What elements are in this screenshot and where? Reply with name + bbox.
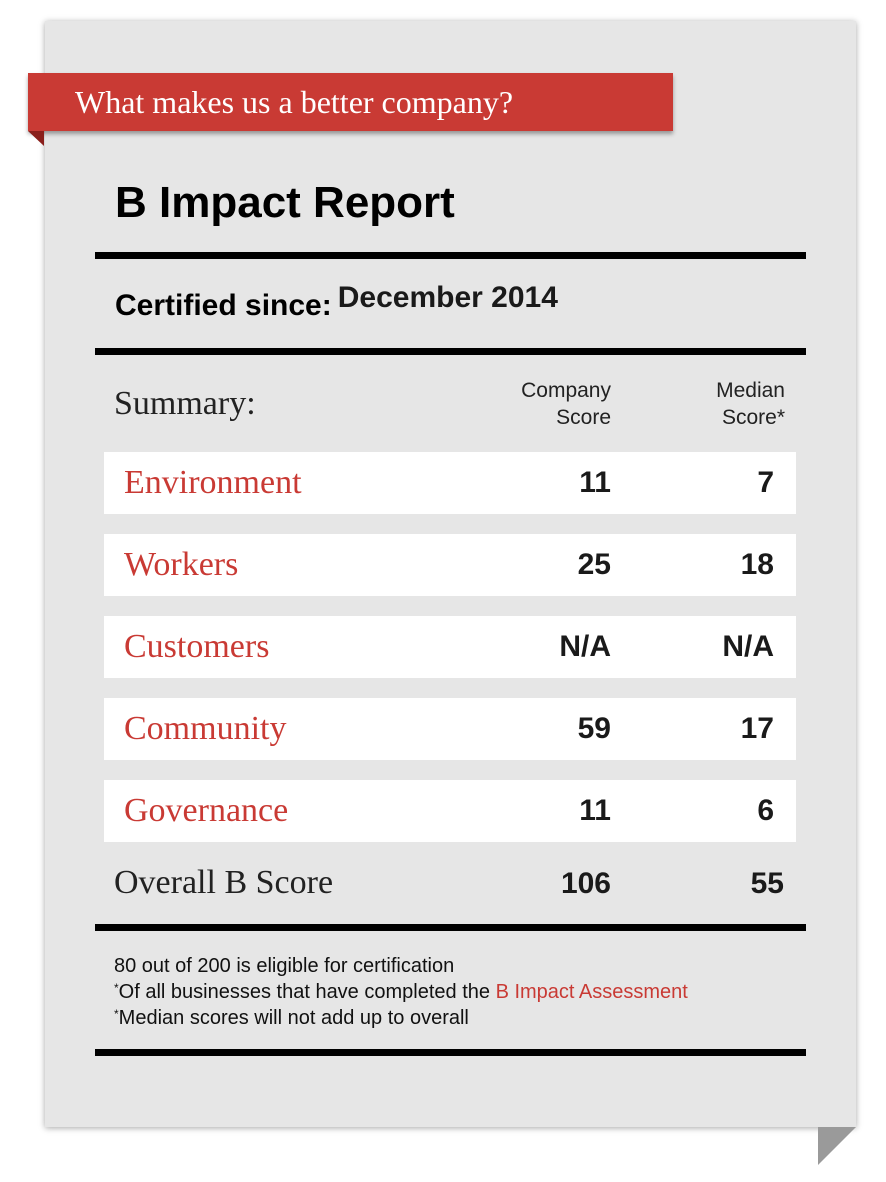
footnote-marker: * <box>114 1007 119 1021</box>
row-label[interactable]: Community <box>124 710 287 747</box>
summary-label: Summary: <box>114 385 256 422</box>
row-label[interactable]: Workers <box>124 546 239 583</box>
median-score-header-line2: Score* <box>721 406 785 429</box>
certified-label: Certified since: <box>115 289 332 322</box>
company-score: 59 <box>577 712 611 745</box>
footnotes: 80 out of 200 is eligible for certificat… <box>114 953 688 1031</box>
divider-bottom <box>95 1049 806 1056</box>
score-row-customers: Customers N/A N/A <box>104 616 796 678</box>
company-score-header: Company Score <box>451 377 611 431</box>
certified-date: December 2014 <box>337 281 558 314</box>
overall-label: Overall B Score <box>114 864 334 901</box>
page-curl-corner <box>818 1127 856 1165</box>
median-score: 18 <box>740 548 774 581</box>
b-impact-assessment-link[interactable]: B Impact Assessment <box>495 981 688 1003</box>
median-score: N/A <box>722 630 774 663</box>
banner-fold <box>28 131 44 146</box>
footnote-marker: * <box>114 981 119 995</box>
row-label[interactable]: Customers <box>124 628 270 665</box>
row-label[interactable]: Environment <box>124 464 302 501</box>
median-score: 7 <box>757 466 774 499</box>
company-score: 11 <box>579 466 611 499</box>
median-score-header: Median Score* <box>625 377 785 431</box>
overall-score-row: Overall B Score 106 55 <box>104 862 796 912</box>
assessment-note-text: Of all businesses that have completed th… <box>118 981 496 1003</box>
assessment-note: *Of all businesses that have completed t… <box>114 979 688 1005</box>
company-score-header-line2: Score <box>556 406 611 429</box>
divider-notes <box>95 924 806 931</box>
certified-since: Certified since: December 2014 <box>115 281 558 322</box>
company-score: N/A <box>559 630 611 663</box>
company-score: 11 <box>579 794 611 827</box>
score-row-governance: Governance 11 6 <box>104 780 796 842</box>
score-row-community: Community 59 17 <box>104 698 796 760</box>
score-row-environment: Environment 11 7 <box>104 452 796 514</box>
report-title: B Impact Report <box>115 178 455 227</box>
banner-title: What makes us a better company? <box>75 83 514 120</box>
header-banner: What makes us a better company? <box>28 73 673 131</box>
median-score: 6 <box>757 794 774 827</box>
divider-summary <box>95 348 806 355</box>
overall-median-score: 55 <box>750 867 784 900</box>
row-label[interactable]: Governance <box>124 792 289 829</box>
overall-company-score: 106 <box>560 867 611 900</box>
median-score-header-line1: Median <box>716 379 785 402</box>
divider-top <box>95 252 806 259</box>
median-note-text: Median scores will not add up to overall <box>118 1007 469 1029</box>
company-score: 25 <box>577 548 611 581</box>
median-note: *Median scores will not add up to overal… <box>114 1005 688 1031</box>
eligibility-note: 80 out of 200 is eligible for certificat… <box>114 955 455 977</box>
median-score: 17 <box>740 712 774 745</box>
company-score-header-line1: Company <box>521 379 611 402</box>
score-row-workers: Workers 25 18 <box>104 534 796 596</box>
